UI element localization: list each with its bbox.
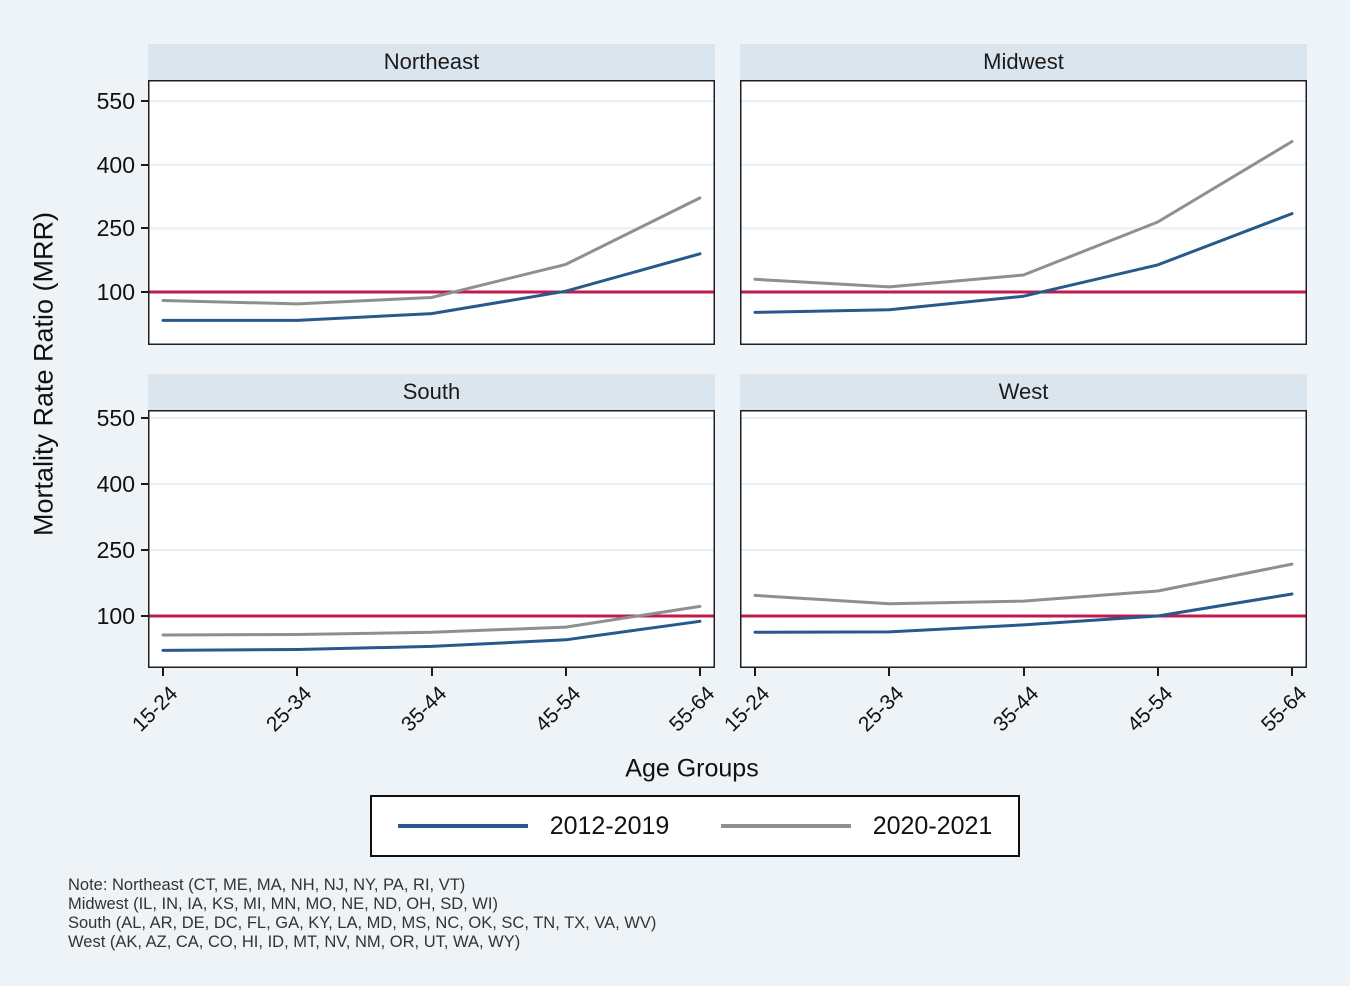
x-tick-mark xyxy=(699,668,701,676)
legend: 2012-2019 2020-2021 xyxy=(370,795,1020,857)
panel-title-midwest: Midwest xyxy=(740,44,1307,80)
x-tick-label: 55-64 xyxy=(1257,682,1312,737)
y-tick-mark xyxy=(141,100,148,103)
legend-label-2020-2021: 2020-2021 xyxy=(872,811,993,840)
panel-title-south: South xyxy=(148,374,715,410)
legend-item-2020-2021: 2020-2021 xyxy=(695,812,1018,841)
series-line-northeast-0 xyxy=(161,252,702,322)
x-tick-label: 15-24 xyxy=(128,682,183,737)
note-line: Note: Northeast (CT, ME, MA, NH, NJ, NY,… xyxy=(68,876,466,894)
y-tick-mark xyxy=(141,163,148,166)
x-tick-mark xyxy=(430,668,433,676)
y-tick-label: 400 xyxy=(96,470,135,497)
x-tick-label: 45-54 xyxy=(530,682,586,737)
x-tick-label: 35-44 xyxy=(396,682,451,737)
panel-title-northeast: Northeast xyxy=(148,44,715,80)
note-line: West (AK, AZ, CA, CO, HI, ID, MT, NV, NM… xyxy=(68,933,521,951)
note-line: South (AL, AR, DE, DC, FL, GA, KY, LA, M… xyxy=(68,914,657,932)
series-line-south-1 xyxy=(161,604,702,637)
panel-plot-south xyxy=(148,410,715,668)
x-tick-label: 35-44 xyxy=(988,682,1043,737)
note-block: Note: Northeast (CT, ME, MA, NH, NJ, NY,… xyxy=(68,876,656,952)
panel-plot-west xyxy=(740,410,1307,668)
y-tick-label: 100 xyxy=(96,279,135,305)
legend-line-sample-icon xyxy=(720,824,851,828)
series-line-south-0 xyxy=(161,619,702,652)
y-tick-mark xyxy=(141,482,148,485)
series-line-midwest-0 xyxy=(753,212,1294,314)
y-tick-label: 250 xyxy=(96,537,135,563)
x-tick-mark xyxy=(162,668,164,676)
panel-title-west: West xyxy=(740,374,1307,410)
x-tick-label: 25-34 xyxy=(262,682,317,737)
x-tick-mark xyxy=(1291,668,1293,676)
legend-item-2012-2019: 2012-2019 xyxy=(372,812,695,841)
x-tick-mark xyxy=(1156,668,1159,676)
y-tick-label: 100 xyxy=(96,603,135,630)
legend-line-sample-icon xyxy=(397,824,528,828)
x-tick-mark xyxy=(296,668,299,676)
x-tick-mark xyxy=(1022,668,1025,676)
x-tick-label: 45-54 xyxy=(1122,682,1178,737)
panel-plot-midwest xyxy=(740,80,1307,345)
legend-label-2012-2019: 2012-2019 xyxy=(549,811,670,840)
x-axis-title: Age Groups xyxy=(625,754,759,783)
note-line: Midwest (IL, IN, IA, KS, MI, MN, MO, NE,… xyxy=(68,895,498,913)
y-tick-label: 400 xyxy=(96,151,135,178)
y-tick-mark xyxy=(141,416,148,419)
y-tick-label: 550 xyxy=(96,404,135,431)
y-tick-mark xyxy=(141,227,148,230)
x-tick-label: 25-34 xyxy=(854,682,909,737)
y-tick-mark xyxy=(141,291,148,293)
y-tick-mark xyxy=(141,549,148,551)
x-tick-mark xyxy=(564,668,567,676)
x-tick-mark xyxy=(888,668,891,676)
panel-plot-northeast xyxy=(148,80,715,345)
series-line-midwest-1 xyxy=(753,140,1294,289)
x-tick-mark xyxy=(754,668,756,676)
series-line-west-0 xyxy=(753,592,1294,634)
series-line-northeast-1 xyxy=(161,196,702,306)
series-line-west-1 xyxy=(753,562,1294,606)
y-tick-mark xyxy=(141,615,148,618)
y-tick-label: 550 xyxy=(96,88,135,115)
y-tick-label: 250 xyxy=(96,215,135,242)
